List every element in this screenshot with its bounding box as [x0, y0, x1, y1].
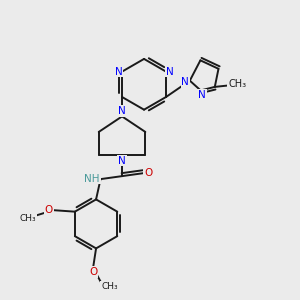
Text: N: N: [182, 77, 189, 87]
Text: O: O: [144, 168, 152, 178]
Text: O: O: [89, 267, 97, 277]
Text: CH₃: CH₃: [228, 79, 246, 89]
Text: N: N: [118, 106, 126, 116]
Text: NH: NH: [84, 173, 100, 184]
Text: CH₃: CH₃: [101, 282, 118, 291]
Text: N: N: [118, 156, 126, 166]
Text: N: N: [198, 90, 206, 100]
Text: CH₃: CH₃: [20, 214, 36, 223]
Text: N: N: [115, 67, 122, 76]
Text: N: N: [166, 67, 173, 76]
Text: O: O: [45, 205, 53, 215]
